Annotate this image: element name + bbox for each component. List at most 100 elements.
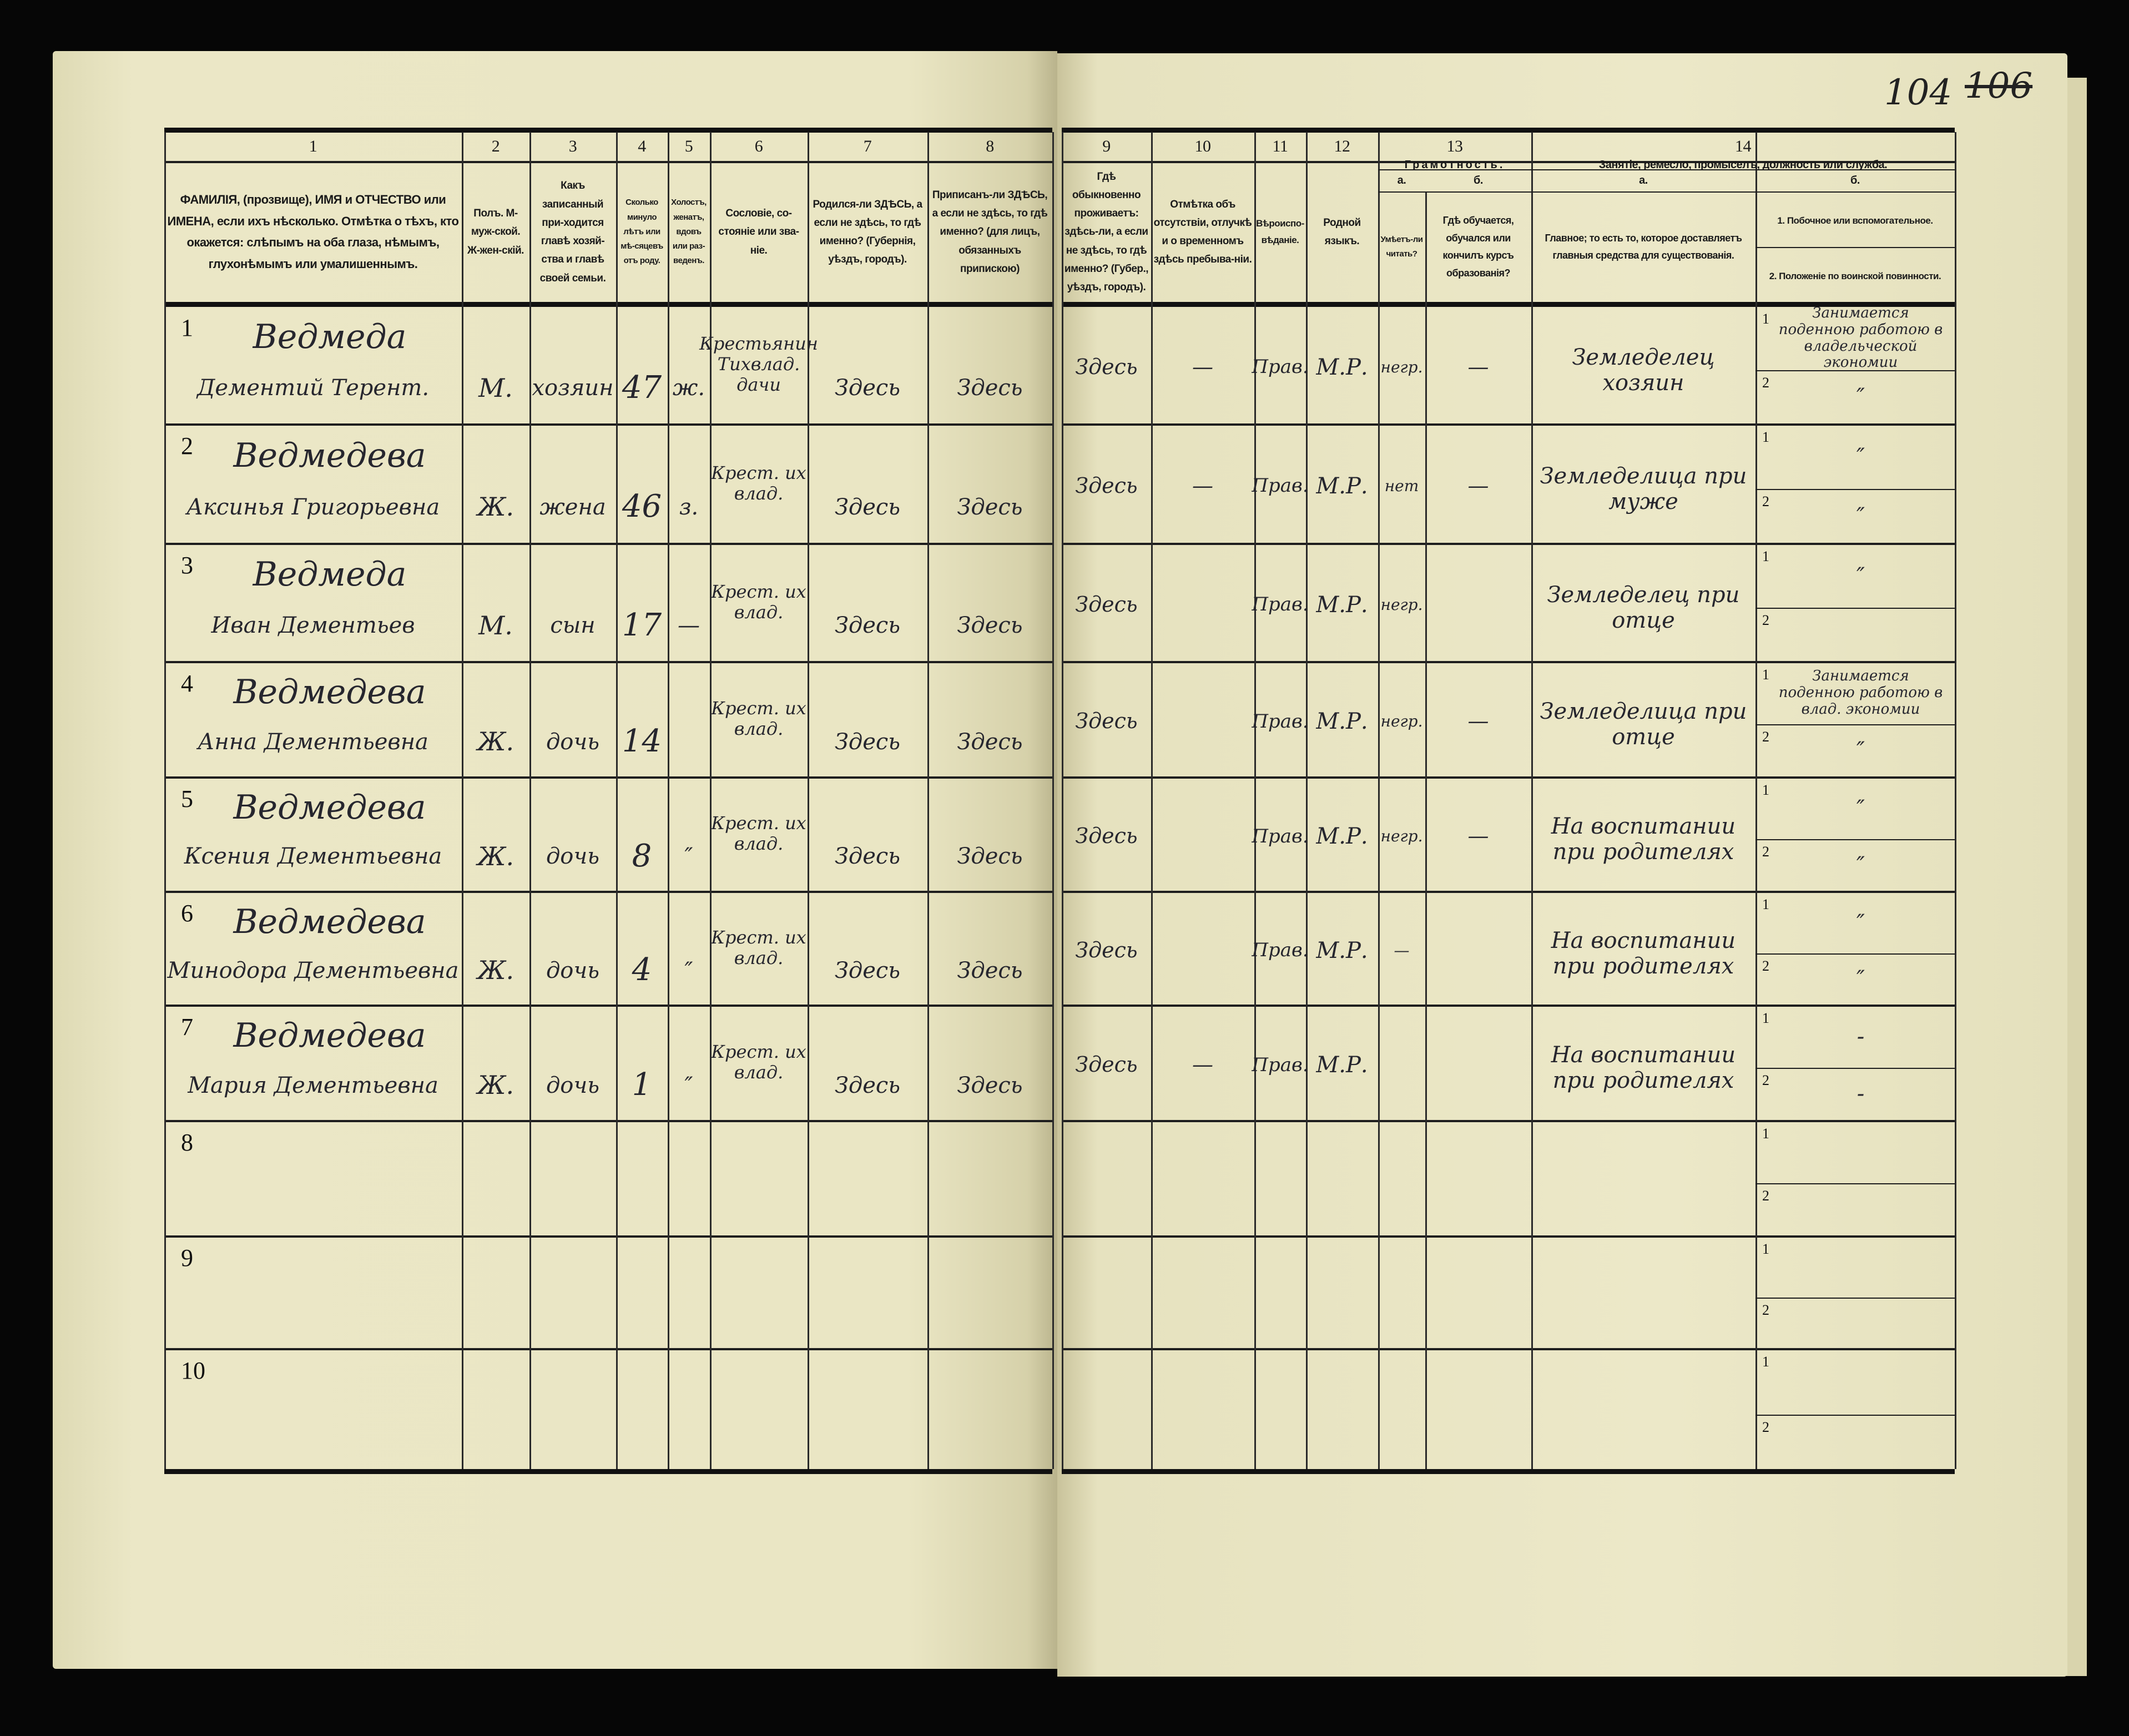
estate-cell: Крест. их влад. (711, 462, 806, 504)
secondary-occupation-label: 1 (1762, 1126, 1769, 1142)
col14b-split-line (1755, 247, 1955, 248)
born-cell: Здесь (834, 613, 901, 639)
marital-cell (668, 713, 710, 771)
column-header: Приписанъ-ли ЗДѢСЬ, а если не здѣсь, то … (932, 189, 1048, 275)
column-line (1052, 132, 1054, 1469)
column-header: Отмѣтка объ отсутствіи, отлучкѣ и о врем… (1153, 198, 1252, 266)
age-cell: 17 (622, 607, 662, 643)
row-divider (164, 1005, 1052, 1007)
column-number: 9 (1102, 137, 1111, 155)
secondary-occupation-label: 1 (1762, 1354, 1769, 1370)
military-status-label: 2 (1762, 1302, 1769, 1318)
resides-cell: Здесь (1075, 592, 1138, 617)
education-cell (1425, 578, 1531, 632)
secondary-occupation-cell: ″ (1856, 563, 1865, 589)
occupation-a-header: Главное; то есть то, которое доставляетъ… (1545, 232, 1742, 261)
table-bottom-border (164, 1469, 1052, 1474)
literate-cell: негр. (1380, 827, 1423, 846)
military-status-cell (1772, 610, 1949, 659)
row-divider (164, 776, 1052, 779)
registered-cell: Здесь (957, 375, 1023, 401)
resides-cell: Здесь (1075, 709, 1138, 734)
literate-cell: нет (1384, 476, 1419, 495)
secondary-occupation-label: 1 (1762, 896, 1769, 912)
relation-cell: дочь (546, 729, 600, 755)
column-number: 13 (1446, 137, 1464, 155)
main-occupation-cell: Земледелец при отце (1547, 582, 1740, 634)
language-cell: М.Р. (1316, 354, 1368, 380)
education-cell: — (1467, 473, 1489, 498)
secondary-occupation-cell: ″ (1856, 444, 1865, 470)
age-cell: 46 (622, 488, 662, 525)
education-cell: — (1467, 824, 1489, 849)
literacy-b-label: б. (1474, 174, 1483, 186)
secondary-occupation-cell: ″ (1856, 910, 1865, 936)
given-name-patronymic: Минодора Дементьевна (167, 957, 459, 983)
military-status-cell: ″ (1856, 966, 1865, 992)
age-cell: 4 (632, 952, 652, 988)
column-line (462, 132, 463, 1469)
education-cell (1425, 1039, 1531, 1091)
literate-cell: негр. (1380, 712, 1423, 731)
age-cell: 47 (622, 369, 662, 406)
language-cell: М.Р. (1316, 824, 1368, 850)
row-divider (1062, 661, 1955, 663)
resides-cell: Здесь (1075, 937, 1138, 962)
literacy-a-label: а. (1397, 174, 1406, 186)
col14b-row-split (1755, 370, 1955, 371)
row-number: 1 (181, 314, 193, 341)
absence-cell (1151, 925, 1254, 976)
given-name-patronymic: Аксинья Григорьевна (186, 494, 440, 520)
religion-cell: Прав. (1252, 593, 1309, 616)
military-status-label: 2 (1762, 958, 1769, 974)
military-status-label: 2 (1762, 1188, 1769, 1204)
surname: Ведмеда (253, 555, 407, 594)
column-line (616, 132, 618, 1469)
sex-cell: Ж. (477, 955, 514, 986)
born-cell: Здесь (834, 729, 901, 755)
literacy-b-header: Гдѣ обучается, обучался или кончилъ курс… (1442, 215, 1514, 279)
military-status-label: 2 (1762, 1419, 1769, 1435)
row-number: 3 (181, 552, 193, 579)
group-sub-line (1378, 191, 1955, 193)
military-status-label: 2 (1762, 493, 1769, 509)
military-status-label: 2 (1762, 375, 1769, 391)
surname: Ведмедева (233, 902, 426, 941)
absence-cell: — (1192, 1052, 1213, 1077)
column-number: 4 (638, 137, 646, 155)
column-number: 8 (986, 137, 994, 155)
registered-cell: Здесь (957, 494, 1023, 520)
registered-cell: Здесь (957, 613, 1023, 639)
given-name-patronymic: Иван Дементьев (211, 613, 415, 639)
column-line (1062, 132, 1063, 1469)
marital-cell: ″ (684, 957, 693, 983)
row-number: 2 (181, 432, 193, 460)
surname: Ведмедева (233, 1016, 426, 1056)
relation-cell: сын (550, 613, 596, 639)
literate-cell (1378, 1039, 1425, 1091)
row-number: 5 (181, 785, 193, 813)
secondary-occupation-label: 1 (1762, 1010, 1769, 1026)
born-cell: Здесь (834, 375, 901, 401)
row-divider (1062, 543, 1955, 545)
column-number: 1 (309, 137, 317, 155)
occupation-b1-header: 1. Побочное или вспомогательное. (1777, 215, 1933, 226)
main-occupation-cell: На воспитании при родителях (1551, 1042, 1736, 1094)
right-page (1057, 53, 2067, 1677)
religion-cell: Прав. (1252, 710, 1309, 733)
literacy-a-header: Умѣетъ-ли читать? (1380, 234, 1423, 259)
resides-cell: Здесь (1075, 354, 1138, 379)
row-divider (1062, 1005, 1955, 1007)
estate-cell: Крестьянин Тихвлад. дачи (699, 333, 818, 395)
secondary-occupation-label: 1 (1762, 311, 1769, 327)
page-number-crossed-out: 106 (1965, 65, 2033, 107)
row-divider (164, 1348, 1052, 1350)
column-number: 6 (754, 137, 763, 155)
column-header: Сословіе, со-стояніе или зва-ніе. (718, 208, 799, 256)
column-header: Холостъ, женатъ, вдовъ или раз-веденъ. (671, 198, 707, 266)
estate-cell: Крест. их влад. (711, 581, 806, 623)
language-cell: М.Р. (1316, 592, 1368, 618)
col14b-row-split (1755, 724, 1955, 725)
column-line (710, 132, 712, 1469)
registered-cell: Здесь (957, 957, 1023, 983)
